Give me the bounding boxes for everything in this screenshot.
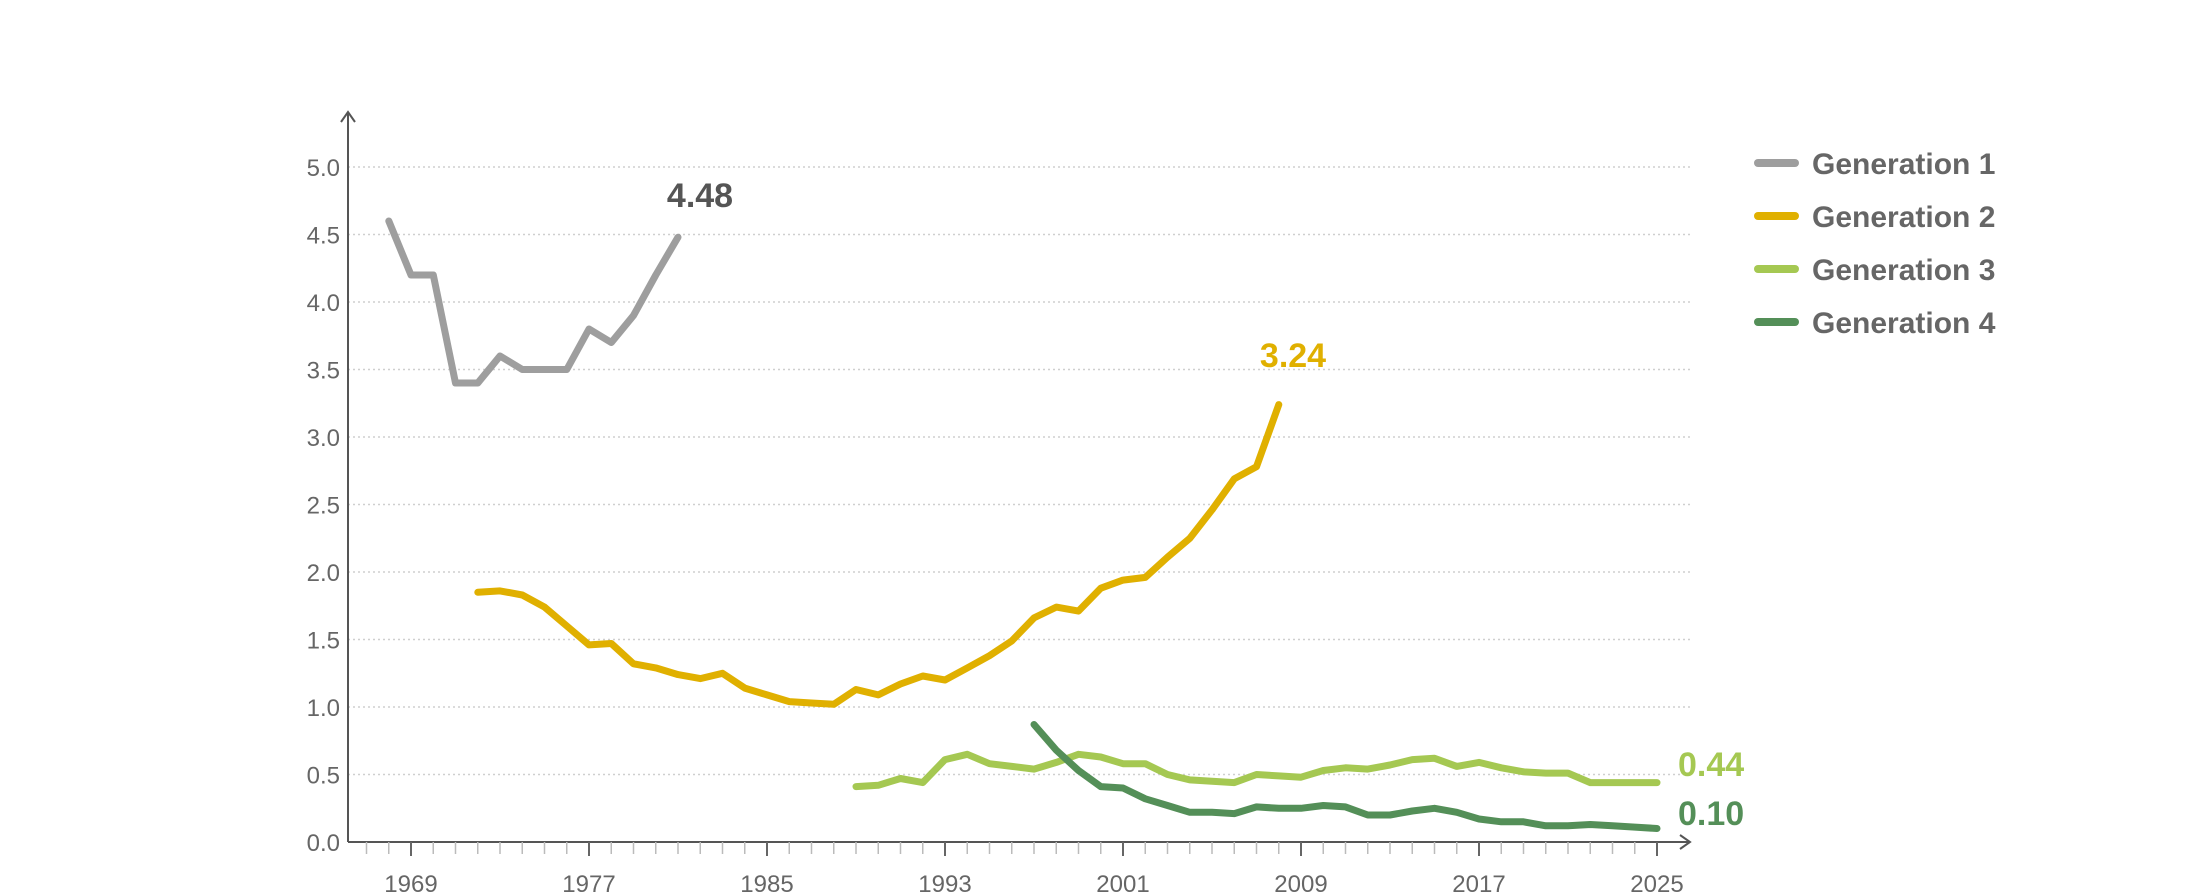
- x-tick-label: 2001: [1096, 871, 1149, 893]
- series-line-generation-3: [852, 750, 1661, 791]
- legend-label-generation-1: Generation 1: [1812, 148, 1995, 181]
- x-tick-label: 1969: [384, 871, 437, 893]
- y-axis-arrow-icon: [340, 110, 356, 123]
- end-label-generation-4: 0.10: [1678, 795, 1744, 833]
- y-tick-label: 2.0: [307, 560, 340, 587]
- y-tick-label: 5.0: [307, 155, 340, 182]
- x-tick-label: 2025: [1630, 871, 1683, 893]
- series-line-generation-1: [385, 217, 682, 387]
- legend-label-generation-4: Generation 4: [1812, 307, 1996, 340]
- y-tick-label: 1.5: [307, 628, 340, 655]
- x-axis-arrow-icon: [1679, 834, 1692, 850]
- legend-label-generation-3: Generation 3: [1812, 254, 1995, 287]
- series-lines: [385, 217, 1661, 832]
- legend-label-generation-2: Generation 2: [1812, 201, 1995, 234]
- end-label-generation-1: 4.48: [667, 177, 733, 215]
- x-tick-label: 1993: [918, 871, 971, 893]
- y-tick-label: 0.0: [307, 830, 340, 857]
- y-tick-label: 1.0: [307, 695, 340, 722]
- x-axis-ticks: 1969 1977 1985 1993 2001 2009 2017 2025: [365, 842, 1684, 893]
- x-tick-label: 2009: [1274, 871, 1327, 893]
- y-axis-ticks: 0.0 0.5 1.0 1.5 2.0 2.5 3.0 3.5 4.0 4.5 5.0: [307, 155, 340, 857]
- y-tick-label: 4.0: [307, 290, 340, 317]
- y-tick-label: 2.5: [307, 493, 340, 520]
- y-tick-label: 0.5: [307, 763, 340, 790]
- end-labels: 4.48 3.24 0.44 0.10: [667, 177, 1744, 833]
- x-tick-label: 1977: [562, 871, 615, 893]
- axes: [340, 110, 1692, 850]
- series-line-generation-2: [474, 401, 1283, 708]
- end-label-generation-2: 3.24: [1260, 337, 1326, 375]
- legend: Generation 1 Generation 2 Generation 3 Gene…: [1754, 148, 1996, 340]
- gridlines: [348, 166, 1690, 776]
- x-tick-label: 1985: [740, 871, 793, 893]
- y-tick-label: 3.0: [307, 425, 340, 452]
- y-tick-label: 4.5: [307, 223, 340, 250]
- end-label-generation-3: 0.44: [1678, 746, 1744, 784]
- y-tick-label: 3.5: [307, 358, 340, 385]
- x-tick-label: 2017: [1452, 871, 1505, 893]
